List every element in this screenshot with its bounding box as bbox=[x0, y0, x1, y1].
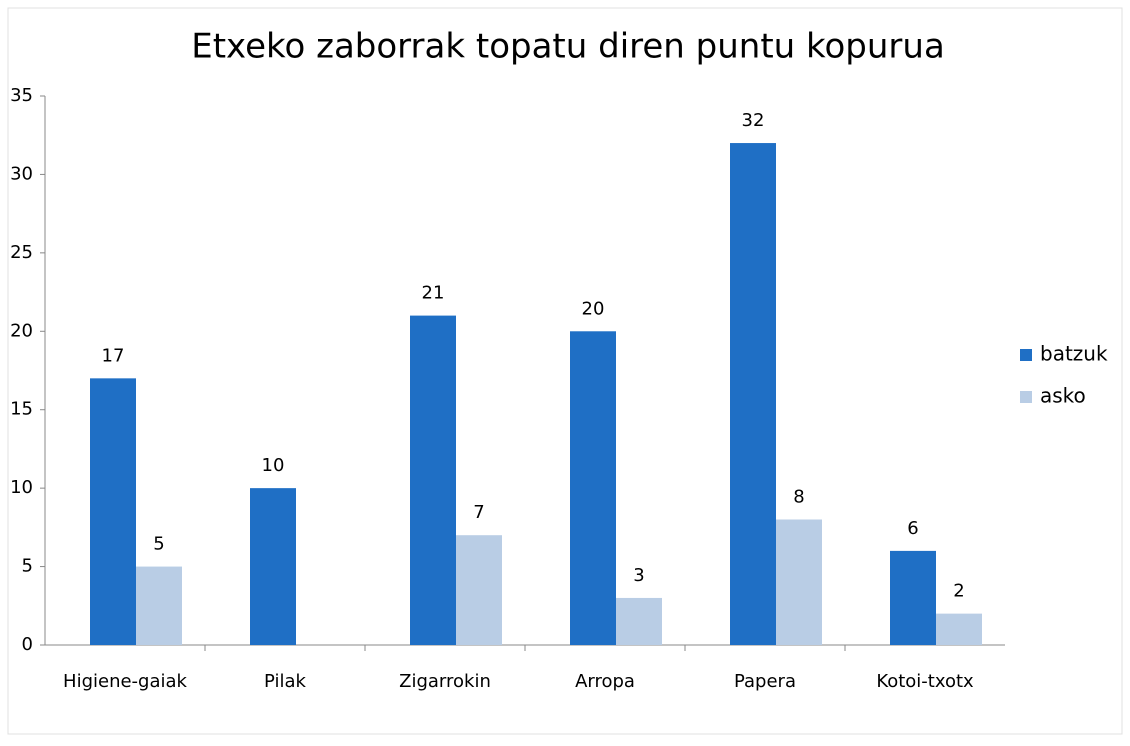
bar bbox=[410, 315, 456, 645]
bar bbox=[136, 566, 182, 645]
x-tick-label: Higiene-gaiak bbox=[63, 671, 188, 692]
data-label: 5 bbox=[153, 534, 164, 555]
data-label: 2 bbox=[953, 581, 964, 602]
data-label: 10 bbox=[262, 455, 285, 476]
data-label: 21 bbox=[422, 283, 445, 304]
legend-label: batzuk bbox=[1040, 342, 1108, 366]
bar bbox=[936, 613, 982, 645]
y-tick-label: 25 bbox=[10, 242, 33, 263]
x-tick-label: Kotoi-txotx bbox=[876, 671, 974, 692]
data-label: 17 bbox=[102, 345, 125, 366]
chart-frame bbox=[7, 7, 1123, 735]
y-tick-label: 15 bbox=[10, 399, 33, 420]
bar bbox=[90, 378, 136, 645]
bar bbox=[250, 488, 296, 645]
bar bbox=[616, 597, 662, 645]
data-label: 32 bbox=[742, 110, 765, 131]
x-tick-label: Zigarrokin bbox=[399, 671, 491, 692]
bar bbox=[890, 550, 936, 645]
data-label: 6 bbox=[907, 518, 918, 539]
y-tick-label: 30 bbox=[10, 163, 33, 184]
legend-label: asko bbox=[1040, 384, 1086, 408]
y-tick-label: 35 bbox=[10, 85, 33, 106]
x-tick-label: Pilak bbox=[264, 671, 306, 692]
x-tick-label: Arropa bbox=[575, 671, 635, 692]
y-tick-label: 10 bbox=[10, 477, 33, 498]
bar bbox=[730, 143, 776, 646]
bar bbox=[570, 331, 616, 645]
legend-swatch bbox=[1020, 349, 1032, 361]
y-tick-label: 0 bbox=[22, 634, 33, 655]
y-tick-label: 5 bbox=[22, 556, 33, 577]
bar bbox=[776, 519, 822, 645]
data-label: 8 bbox=[793, 487, 804, 508]
bar bbox=[456, 535, 502, 645]
legend-swatch bbox=[1020, 391, 1032, 403]
data-label: 7 bbox=[473, 502, 484, 523]
chart-title: Etxeko zaborrak topatu diren puntu kopur… bbox=[191, 27, 945, 67]
data-label: 3 bbox=[633, 565, 644, 586]
y-tick-label: 20 bbox=[10, 320, 33, 341]
x-tick-label: Papera bbox=[734, 671, 796, 692]
data-label: 20 bbox=[582, 298, 605, 319]
